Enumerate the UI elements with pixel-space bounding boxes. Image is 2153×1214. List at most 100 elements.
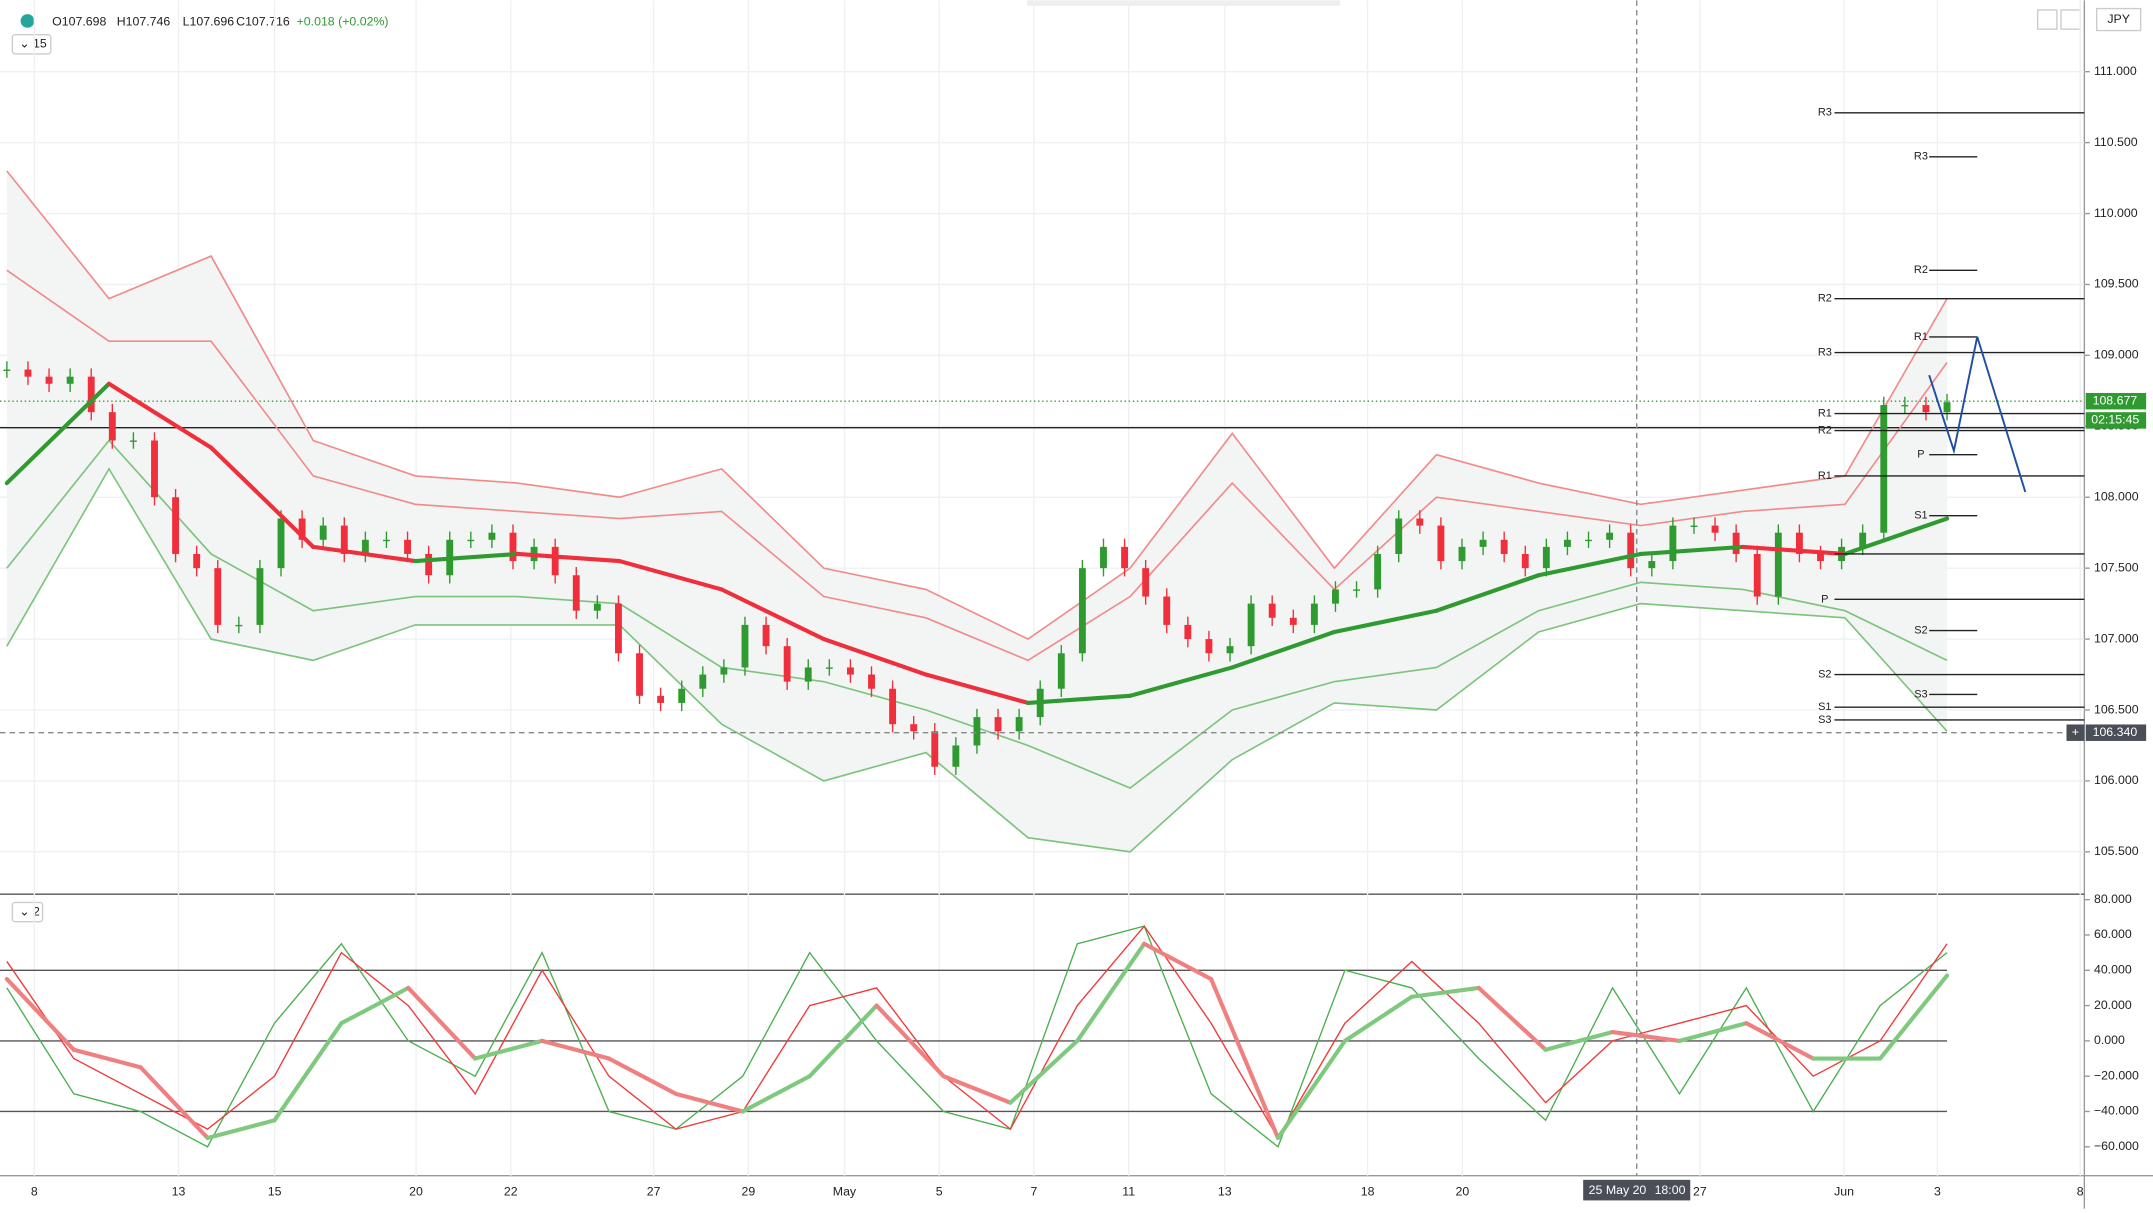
osc-main: [473, 1038, 545, 1061]
candle: [45, 376, 53, 384]
pivot-label: R2: [1818, 293, 1832, 305]
osc-tick-label: −20.000: [2094, 1068, 2139, 1082]
time-label: 8: [2077, 1184, 2084, 1198]
price-tick-label: 108.000: [2094, 490, 2139, 504]
crosshair-time: 18:00: [1655, 1183, 1686, 1197]
moving-average: [719, 587, 826, 642]
time-label: 7: [1030, 1184, 1037, 1198]
interval: 15: [33, 37, 47, 51]
time-label: 11: [1122, 1184, 1135, 1198]
osc-main: [941, 1074, 1013, 1105]
time-label: 3: [1934, 1184, 1941, 1198]
osc-label: 2: [33, 904, 40, 918]
pivot-label: S3: [1818, 714, 1831, 726]
candle: [1753, 553, 1761, 597]
time-label: 20: [409, 1184, 423, 1198]
status-dot: [20, 14, 35, 28]
pivot-label: S3: [1914, 688, 1927, 700]
osc-tick-label: 60.000: [2094, 927, 2132, 941]
osc-main: [4, 977, 76, 1052]
moving-average: [209, 445, 316, 549]
crosshair-plus-box: [2066, 724, 2085, 741]
candle: [1817, 553, 1824, 562]
candle: [741, 624, 749, 668]
osc-main: [71, 1047, 143, 1070]
low: L107.696: [183, 15, 235, 29]
toolbar-tab: [1027, 0, 1341, 6]
pivot-label: R2: [1914, 264, 1928, 276]
moving-average: [1740, 544, 1847, 557]
candle: [762, 624, 770, 647]
candle: [572, 575, 580, 611]
candle: [593, 603, 601, 611]
candle: [3, 369, 11, 371]
candle: [1479, 539, 1487, 547]
pivot-label: R3: [1914, 151, 1928, 163]
candle: [488, 532, 496, 540]
pivot-label: R3: [1818, 107, 1832, 119]
scroll-button[interactable]: [2036, 9, 2058, 30]
candle: [467, 539, 475, 542]
candle: [1542, 546, 1550, 569]
candle: [783, 646, 791, 682]
candle: [1268, 603, 1276, 618]
candle: [1437, 525, 1445, 562]
projection: [1928, 336, 2027, 493]
pivot-label: S2: [1914, 624, 1927, 636]
crosshair-price-label: 106.340: [2093, 725, 2138, 739]
candle: [1901, 405, 1909, 407]
candle: [1057, 653, 1065, 689]
last-price-label: 108.677: [2093, 393, 2138, 407]
osc-main: [1075, 941, 1147, 1043]
osc-tick-label: 0.000: [2094, 1033, 2125, 1047]
moving-average: [617, 559, 724, 592]
interval-toggle[interactable]: [11, 33, 52, 55]
osc-main: [272, 1021, 344, 1123]
currency-box[interactable]: [2096, 7, 2142, 32]
candle: [804, 667, 812, 682]
open: O107.698: [52, 15, 106, 29]
candle: [825, 667, 833, 669]
candle: [1648, 561, 1656, 569]
osc-tick-label: −40.000: [2094, 1104, 2139, 1118]
candle: [298, 518, 306, 540]
candle: [1247, 603, 1255, 647]
time-label: 13: [1218, 1184, 1232, 1198]
price-tick-label: 111.000: [2094, 64, 2137, 78]
reset-button[interactable]: [2060, 9, 2081, 30]
osc-fast: [6, 925, 1948, 1148]
candle: [1374, 553, 1382, 590]
close: C107.716: [236, 15, 290, 29]
osc-tick-label: −60.000: [2094, 1139, 2139, 1153]
price-tick-label: 109.000: [2094, 348, 2139, 362]
candle: [1458, 546, 1466, 562]
candle: [108, 412, 116, 441]
last-price-box: [2085, 392, 2147, 410]
candle: [994, 717, 1002, 732]
osc-main: [1543, 1029, 1615, 1052]
candle: [1100, 546, 1107, 569]
pivot-label: S1: [1914, 510, 1927, 522]
candle: [1078, 568, 1086, 654]
candle: [678, 688, 686, 703]
candle: [720, 667, 728, 675]
time-label: 18: [1361, 1184, 1375, 1198]
candle: [1627, 532, 1635, 569]
candle: [1521, 553, 1529, 569]
osc-main: [138, 1065, 210, 1141]
moving-average: [923, 672, 1031, 705]
price-tick-label: 109.500: [2094, 277, 2139, 291]
price-tick-label: 110.500: [2094, 135, 2138, 149]
osc-main: [1677, 1021, 1749, 1043]
price-tick-label: 107.000: [2094, 631, 2139, 645]
candle: [235, 624, 243, 627]
lower-band-outer: [6, 467, 1948, 853]
candle: [1711, 525, 1719, 533]
osc-main: [673, 1091, 745, 1114]
osc-main: [1610, 1029, 1682, 1043]
candle: [87, 376, 95, 413]
candle: [699, 674, 707, 689]
candle: [425, 553, 433, 576]
time-label: 29: [741, 1184, 755, 1198]
